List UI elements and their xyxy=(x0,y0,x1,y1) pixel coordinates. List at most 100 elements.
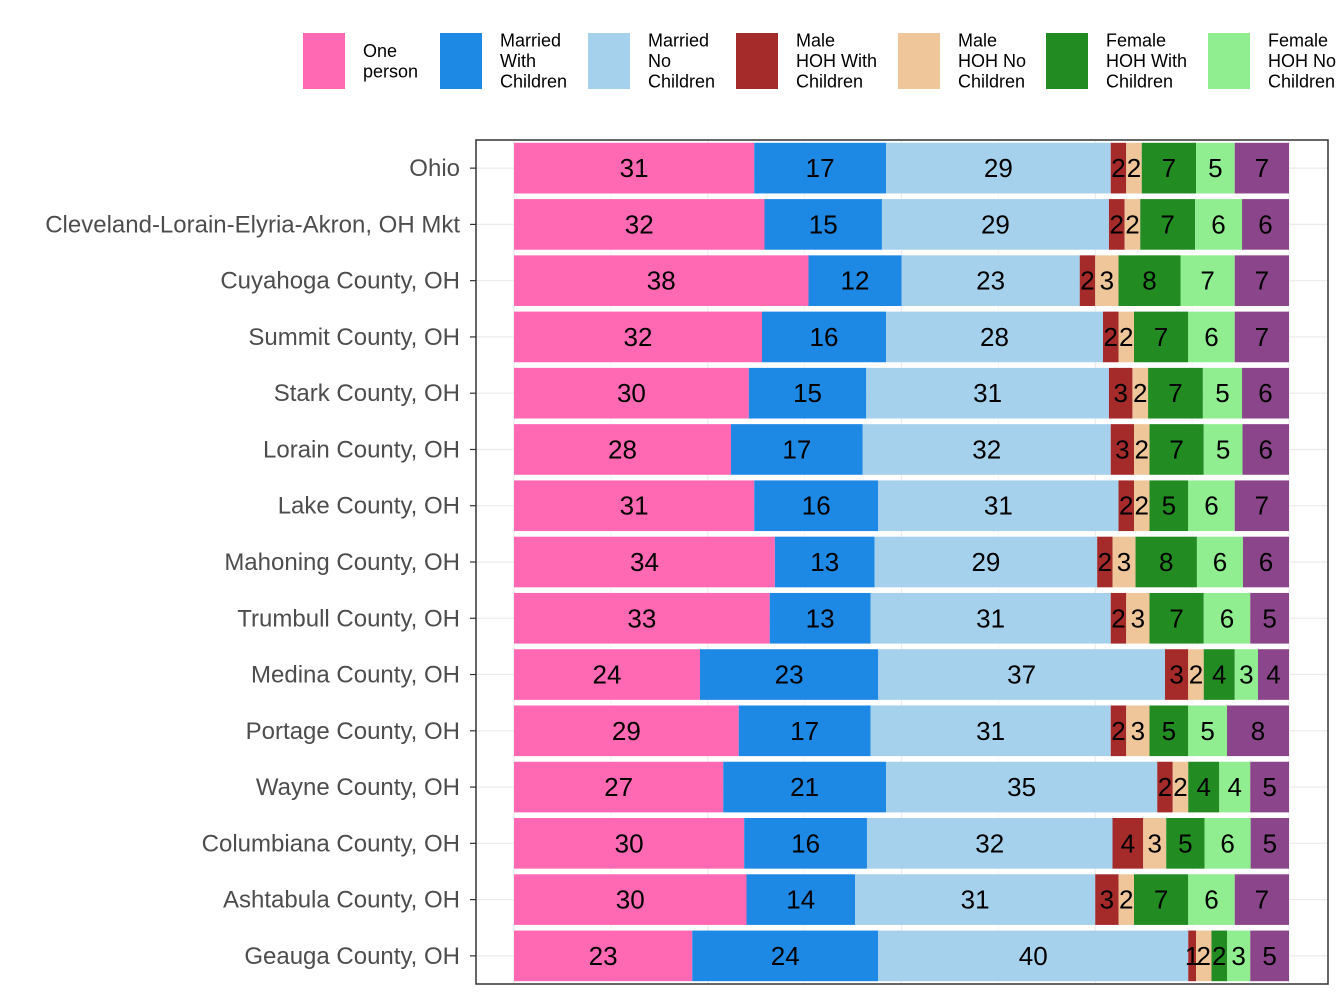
bar-value-label: 29 xyxy=(984,153,1013,183)
bar-value-label: 29 xyxy=(981,209,1010,239)
bar-segment xyxy=(1188,761,1220,813)
bar-segment xyxy=(1196,930,1212,982)
bar-segment xyxy=(1211,930,1227,982)
bar-segment xyxy=(1234,311,1289,363)
legend-label: Female HOH No Children xyxy=(1268,31,1336,92)
bar-segment xyxy=(878,930,1189,982)
bar-segment xyxy=(1126,142,1142,194)
category-label: Cuyahoga County, OH xyxy=(220,268,460,295)
bar-value-label: 7 xyxy=(1255,885,1269,915)
category-label: Ashtabula County, OH xyxy=(223,887,460,914)
bar-value-label: 2 xyxy=(1135,434,1149,464)
bar-value-label: 2 xyxy=(1119,322,1133,352)
bar-value-label: 5 xyxy=(1216,434,1230,464)
category-label: Portage County, OH xyxy=(246,718,460,745)
bar-value-label: 3 xyxy=(1169,660,1183,690)
bar-value-label: 7 xyxy=(1154,885,1168,915)
bar-value-label: 5 xyxy=(1262,603,1276,633)
bar-segment xyxy=(1250,761,1289,813)
bar-value-label: 28 xyxy=(608,434,637,464)
bar-segment xyxy=(808,255,902,306)
bar-value-label: 8 xyxy=(1251,716,1265,746)
bar-segment xyxy=(514,142,755,194)
bar-segment xyxy=(1149,705,1189,757)
bar-value-label: 35 xyxy=(1007,772,1036,802)
bar-value-label: 6 xyxy=(1211,209,1225,239)
bar-value-label: 5 xyxy=(1262,941,1276,971)
bar-value-label: 13 xyxy=(810,547,839,577)
plot-area: 31 17 29 2 2 7 5 732 15 29 2 2 7 6 638 12 23 2 3 8 7 732 16 28 2… xyxy=(475,139,1329,985)
bar-value-label: 2 xyxy=(1197,941,1211,971)
bar-value-labels: 31 17 29 2 2 7 5 732 15 29 2 2 7 6 638 12 23 2 3 8 7 732 16 28 2… xyxy=(589,153,1281,971)
bar-segment xyxy=(1188,649,1204,700)
category-label: Wayne County, OH xyxy=(256,774,460,801)
bar-value-label: 30 xyxy=(617,378,646,408)
bar-segment xyxy=(769,592,871,644)
bar-value-label: 2 xyxy=(1119,491,1133,521)
bar-value-label: 14 xyxy=(786,885,815,915)
bar-segment xyxy=(1148,367,1203,419)
bar-segment xyxy=(754,480,879,532)
bar-value-label: 23 xyxy=(775,660,804,690)
bar-segment xyxy=(738,705,871,757)
bar-value-label: 2 xyxy=(1173,772,1187,802)
bar-value-label: 3 xyxy=(1147,828,1161,858)
bar-segment xyxy=(901,255,1080,306)
bar-segment xyxy=(514,930,693,982)
bar-segment xyxy=(514,761,724,813)
bar-segment xyxy=(881,199,1109,250)
bar-segment xyxy=(1140,199,1196,250)
bar-value-label: 2 xyxy=(1119,885,1133,915)
bar-value-label: 3 xyxy=(1231,941,1245,971)
legend-swatch xyxy=(588,33,630,89)
bar-value-label: 29 xyxy=(612,716,641,746)
bar-value-label: 8 xyxy=(1159,547,1173,577)
bar-segment xyxy=(870,705,1111,757)
bar-segment xyxy=(1227,930,1251,982)
bar-value-label: 3 xyxy=(1131,603,1145,633)
bar-segment xyxy=(1234,142,1289,194)
bar-segment xyxy=(1202,367,1243,419)
bar-segment xyxy=(886,761,1158,813)
bar-segment xyxy=(1149,480,1189,532)
bar-segment xyxy=(855,874,1096,925)
bar-value-label: 34 xyxy=(630,547,659,577)
bar-segment xyxy=(1126,592,1150,644)
bar-segment xyxy=(1188,705,1227,757)
bar-value-label: 8 xyxy=(1142,266,1156,296)
bar-value-label: 12 xyxy=(841,266,870,296)
legend: One person Married With Children Married No Chi… xyxy=(303,31,1336,92)
bar-segment xyxy=(1203,424,1243,475)
bar-segment xyxy=(514,424,731,475)
bar-segment xyxy=(1118,255,1181,306)
bar-segment xyxy=(1250,592,1289,644)
category-label: Geauga County, OH xyxy=(244,943,460,970)
bar-value-label: 2 xyxy=(1080,266,1094,296)
bar-value-label: 2 xyxy=(1111,603,1125,633)
bar-segment xyxy=(1135,536,1197,588)
bar-value-label: 3 xyxy=(1100,266,1114,296)
bar-value-label: 5 xyxy=(1162,491,1176,521)
bar-value-label: 5 xyxy=(1208,153,1222,183)
bar-segment xyxy=(514,649,700,700)
bar-segment xyxy=(1242,367,1289,419)
bar-segment xyxy=(1157,761,1173,813)
bar-segment xyxy=(1112,536,1136,588)
bar-value-label: 6 xyxy=(1220,603,1234,633)
bar-value-label: 33 xyxy=(627,603,656,633)
bar-segment xyxy=(1165,649,1189,700)
bar-value-label: 32 xyxy=(624,322,653,352)
bar-segment xyxy=(1219,761,1251,813)
bar-value-label: 6 xyxy=(1259,547,1273,577)
bar-segment xyxy=(1126,705,1150,757)
bar-segment xyxy=(1134,874,1189,925)
bar-value-label: 5 xyxy=(1162,716,1176,746)
bar-value-label: 3 xyxy=(1115,434,1129,464)
y-axis: Ohio Cleveland-Lorain-Elyria-Akron, OH Mk… xyxy=(45,155,476,970)
bar-value-label: 6 xyxy=(1204,491,1218,521)
bar-value-label: 32 xyxy=(625,209,654,239)
bar-value-label: 7 xyxy=(1200,266,1214,296)
bar-segment xyxy=(514,536,775,588)
category-label: Ohio xyxy=(409,155,460,182)
